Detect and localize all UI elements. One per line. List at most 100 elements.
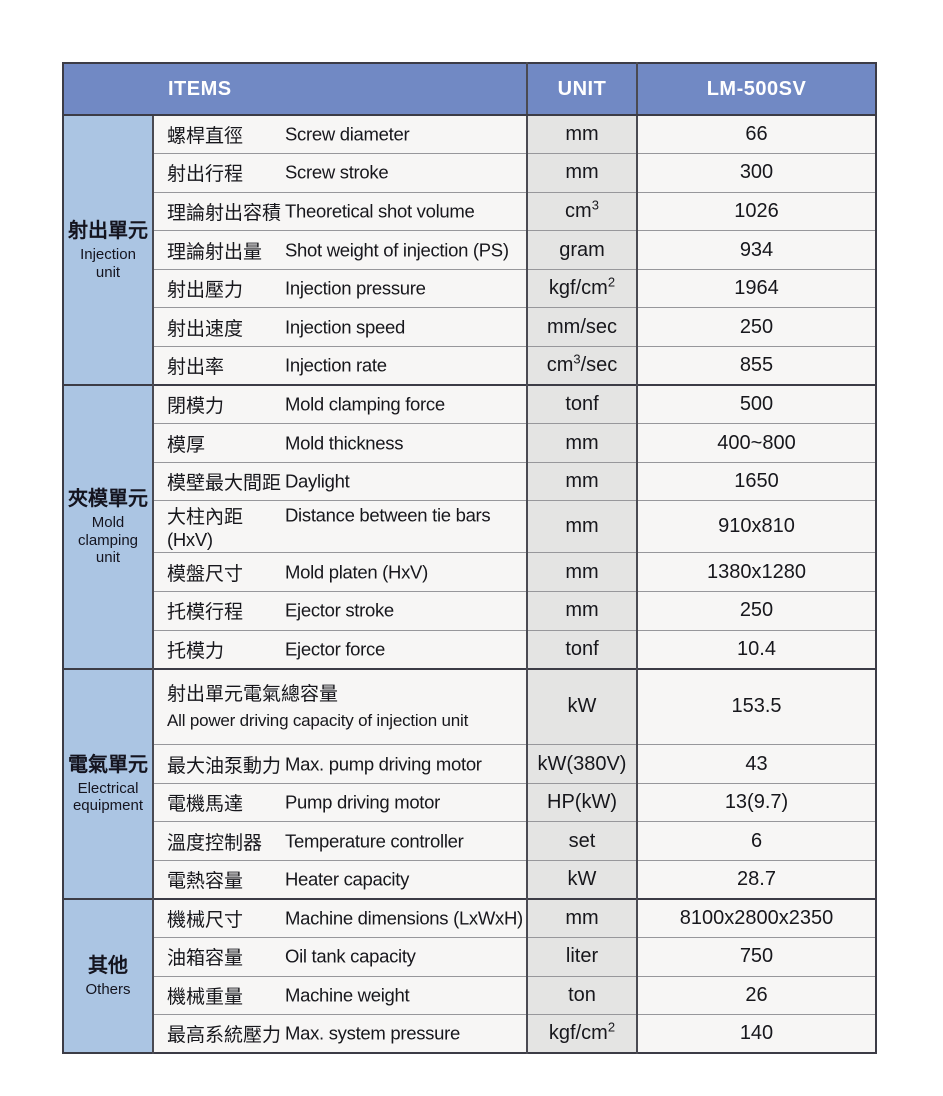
- unit-text: kgf/cm: [548, 1022, 608, 1045]
- spec-row: 夾模單元 Mold clamping unit 閉模力 Mold clamping f…: [63, 384, 876, 669]
- value-cell: 1964: [637, 268, 876, 308]
- item-label-cell: 電機馬達 Pump driving motor: [153, 782, 527, 822]
- value-cell: 1380x1280: [637, 552, 876, 592]
- item-label-zh: 閉模力: [167, 396, 225, 418]
- item-label-zh: 電機馬達: [167, 794, 244, 816]
- item-label-zh: 電熱容量: [167, 871, 244, 893]
- value-cell: 750: [637, 937, 876, 977]
- spec-row: 理論射出量 Shot weight of injection (PS) gram 93…: [63, 230, 876, 270]
- item-label-en: Mold thickness: [285, 432, 404, 454]
- item-label-cell: 理論射出量 Shot weight of injection (PS): [153, 230, 527, 270]
- item-label-zh: 機械尺寸: [167, 910, 244, 932]
- item-label-en: Max. pump driving motor: [285, 753, 482, 775]
- value-cell: 66: [637, 114, 876, 154]
- item-label-en: Machine weight: [285, 984, 410, 1006]
- spec-row: 機械重量 Machine weight ton 26: [63, 975, 876, 1015]
- unit-cell: cm3: [526, 191, 638, 231]
- item-label-en: Mold clamping force: [285, 393, 445, 415]
- item-label-cell: 模厚 Mold thickness: [153, 423, 527, 463]
- unit-cell: mm: [526, 153, 638, 193]
- unit-cell: mm: [526, 461, 638, 501]
- item-label-en: Injection rate: [285, 354, 387, 376]
- spec-row: 模壁最大間距 Daylight mm 1650: [63, 461, 876, 501]
- item-label-en: Theoretical shot volume: [285, 200, 475, 222]
- unit-cell: gram: [526, 230, 638, 270]
- item-label-zh: 最高系統壓力: [167, 1025, 282, 1047]
- header-row: ITEMS UNIT LM-500SV: [63, 63, 876, 116]
- spec-row: 托模力 Ejector force tonf 10.4: [63, 629, 876, 669]
- item-label-en: Pump driving motor: [285, 791, 440, 813]
- item-label-cell: 模盤尺寸 Mold platen (HxV): [153, 552, 527, 592]
- item-label-zh: 理論射出量: [167, 241, 263, 263]
- item-label-zh: 模壁最大間距: [167, 473, 282, 495]
- item-label-en: Injection speed: [285, 316, 405, 338]
- unit-superscript: 2: [607, 274, 616, 290]
- value-cell: 153.5: [637, 667, 876, 745]
- spec-row: 射出速度 Injection speed mm/sec 250: [63, 307, 876, 347]
- unit-text: cm: [546, 354, 574, 377]
- item-label-zh: 射出壓力: [167, 280, 244, 302]
- item-label-zh: 理論射出容積: [167, 202, 282, 224]
- item-label-cell: 射出率 Injection rate: [153, 346, 527, 386]
- group-label-zh: 電氣單元: [68, 753, 148, 776]
- spec-row: 最高系統壓力 Max. system pressure kgf/cm2 140: [63, 1014, 876, 1054]
- group-label-cell: 夾模單元 Mold clamping unit: [63, 384, 154, 669]
- item-label-cell: 油箱容量 Oil tank capacity: [153, 937, 527, 977]
- spec-row: 理論射出容積 Theoretical shot volume cm3 1026: [63, 191, 876, 231]
- item-label-cell: 托模行程 Ejector stroke: [153, 591, 527, 631]
- unit-cell: mm: [526, 591, 638, 631]
- item-label-en: Screw diameter: [285, 123, 410, 145]
- item-label-en: Distance between tie bars (HxV): [167, 504, 491, 551]
- value-cell: 13(9.7): [637, 782, 876, 822]
- unit-text: tonf: [565, 393, 599, 416]
- value-cell: 855: [637, 346, 876, 386]
- col-header-items: ITEMS: [63, 63, 527, 116]
- unit-cell: liter: [526, 937, 638, 977]
- unit-text: mm: [565, 470, 599, 493]
- unit-cell: ton: [526, 975, 638, 1015]
- unit-text: kW: [567, 695, 597, 718]
- unit-text: mm/sec: [547, 315, 617, 338]
- value-cell: 28.7: [637, 860, 876, 900]
- spec-row: 溫度控制器 Temperature controller set 6: [63, 821, 876, 861]
- spec-table: ITEMS UNIT LM-500SV 射出單元 Injection unit 螺桿…: [62, 62, 877, 1055]
- item-label-zh: 模盤尺寸: [167, 563, 244, 585]
- item-label-zh: 射出行程: [167, 164, 244, 186]
- spec-row: 電氣單元 Electrical equipment 射出單元電氣總容量 All pow…: [63, 667, 876, 900]
- item-label-en: All power driving capacity of injection …: [167, 711, 469, 731]
- item-label-zh: 射出單元電氣總容量: [167, 683, 339, 705]
- unit-text: kW: [567, 868, 597, 891]
- group-label-zh: 射出單元: [68, 219, 148, 242]
- unit-text: kW(380V): [537, 752, 627, 775]
- unit-text: ton: [568, 984, 596, 1007]
- unit-cell: tonf: [526, 384, 638, 424]
- value-cell: 26: [637, 975, 876, 1015]
- item-label-zh: 溫度控制器: [167, 832, 263, 854]
- item-label-en: Daylight: [285, 470, 350, 492]
- spec-row: 托模行程 Ejector stroke mm 250: [63, 591, 876, 631]
- item-label-cell: 射出壓力 Injection pressure: [153, 268, 527, 308]
- item-label-cell: 射出速度 Injection speed: [153, 307, 527, 347]
- item-label-zh: 螺桿直徑: [167, 126, 244, 148]
- unit-text: tonf: [565, 637, 599, 660]
- item-label-cell: 機械尺寸 Machine dimensions (LxWxH): [153, 898, 527, 938]
- spec-row: 其他 Others 機械尺寸 Machine dimensions (LxWxH) mm…: [63, 898, 876, 1054]
- spec-row: 大柱內距 Distance between tie bars (HxV) mm 910…: [63, 500, 876, 553]
- item-label-cell: 最大油泵動力 Max. pump driving motor: [153, 744, 527, 784]
- item-label-cell: 射出行程 Screw stroke: [153, 153, 527, 193]
- unit-text: mm: [565, 907, 599, 930]
- unit-cell: tonf: [526, 629, 638, 669]
- value-cell: 250: [637, 307, 876, 347]
- item-label-zh: 最大油泵動力: [167, 755, 282, 777]
- item-label-cell: 閉模力 Mold clamping force: [153, 384, 527, 424]
- group-label-en: Mold clamping unit: [77, 513, 139, 567]
- item-label-zh: 模厚: [167, 434, 206, 456]
- value-cell: 1026: [637, 191, 876, 231]
- unit-cell: mm: [526, 423, 638, 463]
- item-label-zh: 大柱內距: [167, 507, 244, 529]
- value-cell: 10.4: [637, 629, 876, 669]
- unit-cell: kgf/cm2: [526, 1014, 638, 1054]
- spec-row: 最大油泵動力 Max. pump driving motor kW(380V) 43: [63, 744, 876, 784]
- item-label-en: Machine dimensions (LxWxH): [285, 907, 523, 929]
- item-label-zh: 射出率: [167, 357, 225, 379]
